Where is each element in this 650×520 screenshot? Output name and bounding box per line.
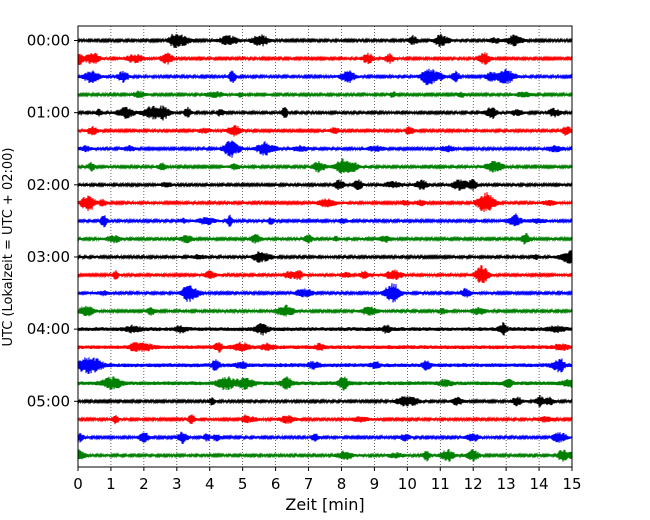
trace-0145	[77, 158, 573, 174]
trace-0545	[77, 448, 573, 462]
trace-0100	[77, 105, 573, 121]
y-tick-label: 02:00	[27, 176, 70, 194]
x-tick-label: 0	[73, 475, 83, 493]
x-tick-label: 3	[172, 475, 182, 493]
x-axis: 0 1 2 3 4 5 6 7 8 9 10 11 12 13 14 15	[73, 467, 582, 493]
plot-frame	[77, 25, 573, 468]
trace-0015	[77, 52, 573, 65]
x-tick-label: 2	[139, 475, 149, 493]
trace-0500	[77, 395, 573, 408]
traces-layer	[77, 33, 573, 462]
trace-0245	[77, 233, 573, 245]
y-tick-label: 05:00	[27, 392, 70, 410]
trace-0300	[77, 250, 573, 264]
trace-0230	[77, 213, 573, 228]
x-tick-label: 10	[398, 475, 417, 493]
x-tick-label: 9	[370, 475, 380, 493]
trace-0200	[77, 178, 573, 191]
trace-0030	[77, 68, 573, 86]
trace-0430	[77, 357, 573, 374]
x-tick-label: 13	[497, 475, 516, 493]
trace-0115	[77, 125, 573, 137]
y-axis: 00:00 01:00 02:00 03:00 04:00 05:00	[27, 32, 78, 410]
y-tick-label: 00:00	[27, 32, 70, 50]
x-tick-label: 12	[464, 475, 483, 493]
x-tick-label: 4	[205, 475, 215, 493]
trace-0045	[77, 90, 573, 99]
trace-0515	[77, 414, 573, 425]
trace-0445	[77, 376, 573, 391]
y-axis-label: UTC (Lokalzeit = UTC + 02:00)	[1, 148, 16, 347]
trace-0315	[77, 265, 573, 284]
trace-0345	[77, 304, 573, 317]
x-tick-label: 11	[431, 475, 450, 493]
x-tick-label: 6	[271, 475, 281, 493]
trace-0215	[77, 192, 573, 213]
y-tick-label: 01:00	[27, 104, 70, 122]
x-tick-label: 8	[337, 475, 347, 493]
x-tick-label: 15	[562, 475, 581, 493]
trace-0400	[77, 322, 573, 336]
x-tick-label: 1	[106, 475, 116, 493]
trace-0130	[77, 140, 573, 158]
x-tick-label: 5	[238, 475, 248, 493]
trace-0000	[77, 33, 573, 48]
trace-0415	[77, 341, 573, 353]
x-tick-label: 7	[304, 475, 314, 493]
y-tick-label: 04:00	[27, 320, 70, 338]
x-tick-label: 14	[530, 475, 549, 493]
trace-0330	[77, 283, 573, 303]
y-tick-label: 03:00	[27, 248, 70, 266]
trace-0530	[77, 431, 573, 445]
x-axis-label: Zeit [min]	[285, 495, 364, 514]
